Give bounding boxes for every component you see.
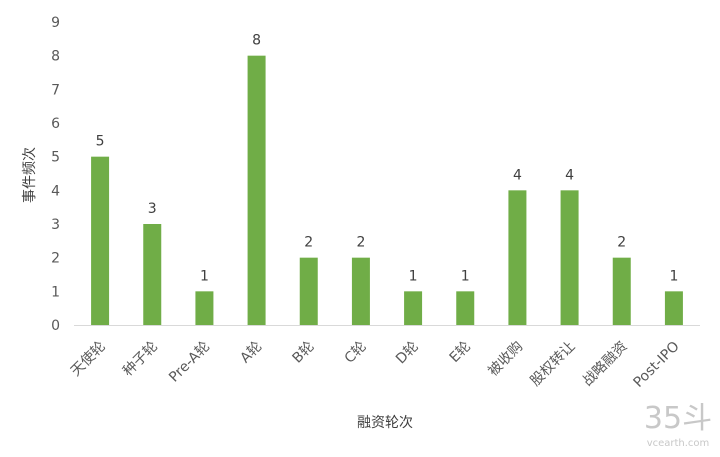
- y-tick-label: 9: [51, 15, 60, 31]
- data-labels: 5 3 1 8 2 2 1 1 4 4 2 1: [96, 33, 679, 285]
- x-tick-label: 被收购: [485, 339, 526, 380]
- bar: [195, 291, 214, 325]
- x-tick-label: 种子轮: [120, 339, 161, 380]
- y-tick-label: 6: [51, 116, 60, 132]
- x-tick-label: Pre-A轮: [166, 339, 213, 386]
- x-tick-label: 股权转让: [528, 339, 579, 390]
- data-label: 4: [565, 167, 574, 183]
- y-tick-label: 1: [51, 284, 60, 300]
- x-tick-label: B轮: [290, 339, 318, 367]
- data-label: 8: [252, 33, 261, 49]
- y-axis-label: 事件频次: [22, 147, 38, 203]
- x-tick-label: C轮: [342, 339, 370, 367]
- x-tick-label: E轮: [447, 339, 474, 366]
- y-tick-label: 8: [51, 49, 60, 65]
- bar: [351, 257, 370, 325]
- y-tick-label: 3: [51, 217, 60, 233]
- data-label: 2: [304, 235, 313, 251]
- data-label: 1: [461, 268, 470, 284]
- bar: [508, 190, 527, 325]
- watermark-logo: 35斗 vcearth.com: [644, 401, 712, 449]
- data-label: 1: [200, 268, 209, 284]
- bars: [91, 55, 683, 326]
- data-label: 5: [96, 134, 105, 150]
- x-axis-label: 融资轮次: [357, 415, 413, 431]
- y-tick-label: 7: [51, 82, 60, 98]
- bar: [91, 156, 110, 325]
- bar: [560, 190, 579, 325]
- y-tick-label: 4: [51, 183, 60, 199]
- x-tick-label: A轮: [237, 339, 265, 367]
- data-label: 3: [148, 201, 157, 217]
- data-label: 4: [513, 167, 522, 183]
- bar: [456, 291, 475, 325]
- x-tick-label: Post-IPO: [630, 339, 682, 391]
- data-label: 1: [669, 268, 678, 284]
- bar: [612, 257, 631, 325]
- x-tick-label: D轮: [393, 339, 422, 368]
- x-axis-categories: 天使轮 种子轮 Pre-A轮 A轮 B轮 C轮 D轮 E轮 被收购 股权转让 战略融资 Post-IP…: [67, 338, 683, 391]
- watermark-text: 35斗: [644, 401, 712, 436]
- y-tick-label: 5: [51, 150, 60, 166]
- data-label: 2: [356, 235, 365, 251]
- bar: [247, 55, 266, 326]
- bar: [299, 257, 318, 325]
- bar: [404, 291, 423, 325]
- watermark-subtext: vcearth.com: [647, 438, 710, 449]
- data-label: 1: [409, 268, 418, 284]
- y-tick-label: 2: [51, 251, 60, 267]
- y-tick-label: 0: [51, 318, 60, 334]
- bar: [664, 291, 683, 325]
- y-axis-ticks: 0 1 2 3 4 5 6 7 8 9: [51, 15, 60, 334]
- x-tick-label: 天使轮: [67, 338, 109, 380]
- data-label: 2: [617, 235, 626, 251]
- x-tick-label: 战略融资: [580, 339, 631, 390]
- bar: [143, 224, 162, 325]
